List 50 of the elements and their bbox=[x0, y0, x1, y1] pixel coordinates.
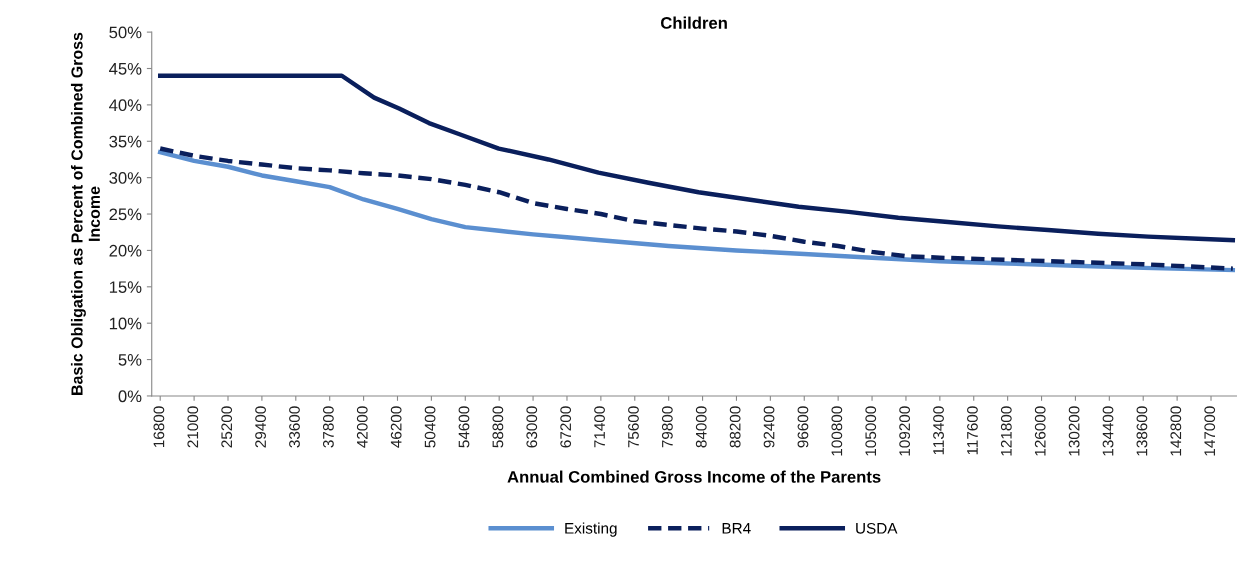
x-tick-label: 142800 bbox=[1170, 406, 1182, 456]
y-tick-label: 10% bbox=[109, 317, 142, 330]
y-tick-label: 25% bbox=[109, 208, 142, 221]
x-tick-label: 100800 bbox=[831, 406, 843, 456]
x-tick-label: 16800 bbox=[153, 406, 165, 447]
y-tick-label: 15% bbox=[109, 281, 142, 294]
x-tick-label: 29400 bbox=[255, 406, 266, 448]
x-tick-label: 58800 bbox=[492, 406, 504, 448]
x-tick-label: 121800 bbox=[1000, 406, 1012, 456]
x-tick-label: 67200 bbox=[560, 406, 572, 448]
x-tick-label: 147000 bbox=[1204, 406, 1216, 456]
x-tick-label: 71400 bbox=[594, 406, 605, 448]
x-tick-label: 126000 bbox=[1034, 406, 1046, 456]
x-tick-label: 75600 bbox=[628, 406, 639, 448]
legend-label: BR4 bbox=[722, 523, 751, 534]
line-series bbox=[157, 73, 1236, 243]
y-tick-label: 50% bbox=[109, 26, 142, 39]
x-tick-label: 88200 bbox=[729, 406, 741, 448]
x-axis-title: Annual Combined Gross Income of the Parents bbox=[507, 470, 881, 483]
x-tick-label: 21000 bbox=[187, 406, 199, 448]
y-tick-label: 20% bbox=[109, 244, 142, 257]
y-tick-label: 40% bbox=[109, 99, 142, 112]
x-tick-label: 105000 bbox=[865, 406, 877, 456]
x-tick-label: 63000 bbox=[526, 406, 538, 448]
x-tick-label: 130200 bbox=[1068, 406, 1080, 456]
legend-label: USDA bbox=[856, 522, 898, 534]
x-tick-label: 42000 bbox=[356, 406, 368, 448]
x-tick-label: 25200 bbox=[221, 406, 233, 448]
x-tick-label: 138600 bbox=[1136, 406, 1148, 456]
x-tick-label: 84000 bbox=[695, 406, 707, 448]
x-tick-label: 46200 bbox=[390, 406, 402, 448]
y-tick-label: 45% bbox=[109, 62, 142, 75]
x-tick-label: 117600 bbox=[967, 406, 978, 455]
y-tick-label: 35% bbox=[109, 135, 142, 148]
chart-title: Children bbox=[660, 16, 727, 29]
x-tick-label: 134400 bbox=[1102, 406, 1114, 456]
x-tick-label: 79800 bbox=[661, 406, 673, 448]
x-tick-label: 50400 bbox=[424, 406, 436, 448]
x-tick-label: 54600 bbox=[458, 406, 470, 448]
x-tick-label: 96600 bbox=[797, 406, 809, 448]
x-tick-label: 33600 bbox=[289, 406, 300, 448]
y-axis-title: Basic Obligation as Percent of Combined Gross Income bbox=[70, 32, 100, 395]
legend-label: Existing bbox=[565, 522, 617, 537]
y-tick-label: 0% bbox=[118, 390, 142, 403]
y-tick-label: 5% bbox=[118, 354, 142, 366]
x-tick-label: 109200 bbox=[899, 406, 911, 456]
x-tick-label: 92400 bbox=[763, 406, 775, 448]
y-tick-label: 30% bbox=[109, 172, 142, 184]
x-tick-label: 113400 bbox=[933, 406, 944, 455]
x-tick-label: 37800 bbox=[322, 406, 334, 448]
